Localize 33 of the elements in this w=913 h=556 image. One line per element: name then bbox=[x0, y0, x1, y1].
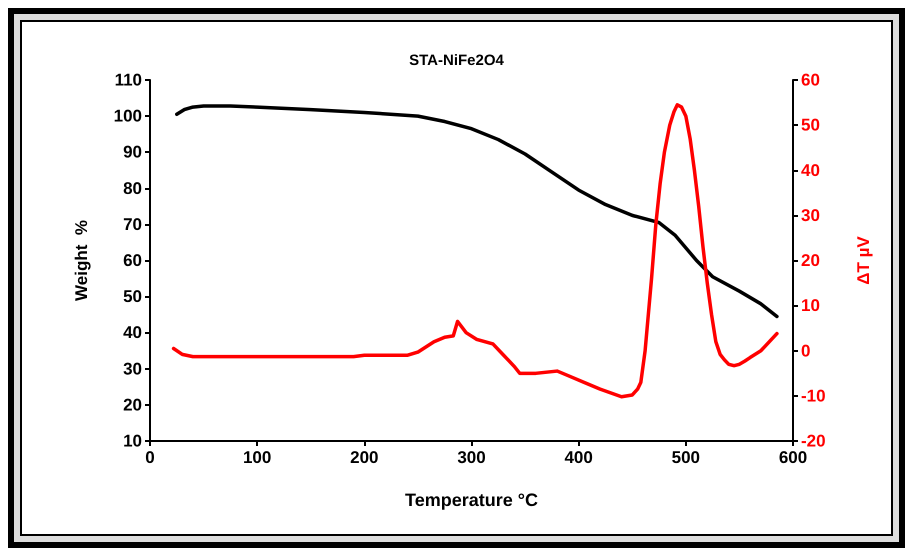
y-tick-label: 20 bbox=[123, 395, 142, 414]
x-axis-title: Temperature °C bbox=[405, 490, 538, 510]
line-series bbox=[175, 104, 779, 318]
x-tick-label: 300 bbox=[457, 448, 486, 467]
y2-axis-title: ΔT µV bbox=[854, 236, 873, 285]
y-tick-label: 100 bbox=[114, 106, 142, 126]
line-series bbox=[172, 103, 779, 399]
x-tick-label: 0 bbox=[145, 448, 155, 467]
x-tick-label: 600 bbox=[778, 448, 808, 467]
y-tick-label: 80 bbox=[123, 178, 142, 198]
x-tick-label: 200 bbox=[350, 448, 379, 467]
y-tick-label: 60 bbox=[123, 251, 142, 270]
y2-tick-label: 0 bbox=[801, 341, 810, 360]
y-tick-label: 40 bbox=[123, 323, 142, 342]
y-tick-label: 90 bbox=[123, 142, 142, 162]
chart-title: STA-NiFe2O4 bbox=[409, 52, 505, 69]
y2-tick-label: 50 bbox=[801, 116, 820, 135]
y2-tick-label: 40 bbox=[801, 160, 820, 180]
y-tick-label: 110 bbox=[114, 70, 142, 90]
y-tick-label: 70 bbox=[123, 214, 142, 234]
y2-tick-label: 10 bbox=[801, 296, 820, 316]
y-tick-label: 50 bbox=[123, 287, 142, 306]
x-tick-label: 500 bbox=[672, 448, 700, 467]
y-tick-label: 30 bbox=[123, 359, 142, 378]
x-tick-label: 400 bbox=[564, 448, 593, 467]
y-axis-title: Weight % bbox=[72, 220, 91, 301]
y2-tick-label: -20 bbox=[801, 432, 826, 450]
x-tick-label: 100 bbox=[242, 448, 272, 467]
y2-tick-label: 60 bbox=[801, 70, 820, 90]
y-tick-label: 10 bbox=[123, 432, 142, 450]
y2-tick-label: -10 bbox=[801, 386, 826, 406]
y2-tick-label: 30 bbox=[801, 206, 820, 225]
y2-tick-label: 20 bbox=[801, 251, 820, 270]
